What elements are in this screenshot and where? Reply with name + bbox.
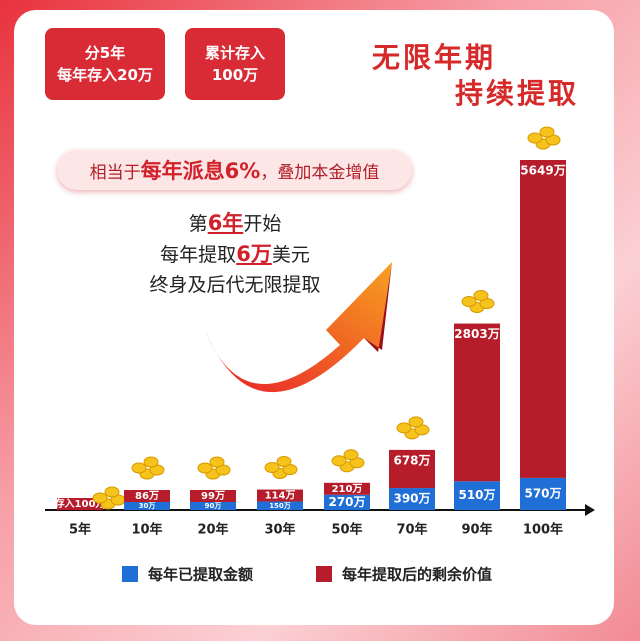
value-label: 510万 [458,488,495,502]
callout-text: 美元 [271,244,310,266]
card [14,10,614,625]
box-line: 100万 [211,66,259,84]
coin [408,416,424,428]
coin [209,456,225,468]
value-label: 86万 [135,490,159,502]
bar-segment [389,488,435,510]
bar-segment [389,449,435,489]
coin [104,486,120,498]
value-label: 99万 [201,490,225,502]
info-box: 分5年每年存入20万 [45,28,165,100]
value-label: 570万 [524,486,561,500]
bar-segment [520,160,566,478]
arrow [205,262,392,393]
pill-text: 相当于 [89,162,141,183]
bar-segment [324,494,370,510]
bar-segment [190,502,236,510]
x-tick-label: 50年 [331,522,362,538]
value-label: 270万 [328,495,365,509]
x-tick-label: 100年 [523,522,563,538]
coin [461,296,477,308]
box-line: 分5年 [84,44,126,62]
callout-line: 终身及后代无限提取 [100,270,370,300]
coin [343,449,359,461]
x-tick-label: 70年 [396,522,427,538]
x-tick-label: 20年 [197,522,228,538]
legend-label: 每年已提取金额 [148,566,253,584]
coin [473,290,489,302]
bar-segment [190,490,236,502]
coin [527,132,543,144]
bar-segment [124,502,170,510]
x-tick-label: 30年 [264,522,295,538]
coin [197,462,213,474]
callout-line: 每年提取6万美元 [100,239,370,270]
info-box: 累计存入 100万 [185,28,285,100]
value-label: 90万 [205,502,222,510]
legend-label: 每年提取后的剩余价值 [342,566,492,584]
pill-text: 每年派息6% [140,159,261,183]
value-label: 114万 [265,490,296,502]
axis-arrow [585,504,595,516]
callout-line: 第6年开始 [100,208,370,239]
coin [92,492,108,504]
title-line: 持续提取 [455,77,580,110]
legend-swatch [122,566,138,582]
bar-segment [257,489,303,502]
bar-segment [324,482,370,495]
coin [264,462,280,474]
bar-segment [257,501,303,510]
value-label: 5649万 [520,164,565,178]
pill: 相当于 每年派息6% ，叠加本金增值 [57,150,412,190]
callout-text: 每年提取 [160,244,237,266]
value-label: 390万 [393,492,430,506]
value-label: 2803万 [454,327,499,341]
title-line: 无限年期 [372,41,497,74]
x-tick-label: 90年 [461,522,492,538]
arrow-shade [364,262,392,352]
callout-text: 第 [188,213,208,235]
bar-segment [520,477,566,510]
callout-text: 开始 [243,213,282,235]
coin [539,126,555,138]
box-line: 累计存入 [204,44,265,62]
bar-segment [124,490,170,502]
bar-segment [454,323,500,482]
bar-segment [57,498,103,510]
box-line: 每年存入20万 [57,66,153,84]
x-tick-label: 10年 [131,522,162,538]
coin [131,462,147,474]
coin [143,456,159,468]
value-label: 210万 [332,483,363,495]
callout-text: 6年 [207,211,244,235]
bar-segment [454,481,500,510]
coin [396,422,412,434]
pill-text: ，叠加本金增值 [260,162,380,183]
value-label: 存入100万 [55,497,106,510]
callout-text: 终身及后代无限提取 [149,274,321,296]
coin [276,456,292,468]
x-tick-label: 5年 [69,522,91,538]
value-label: 150万 [269,502,291,510]
legend-swatch [316,566,332,582]
callout: 第6年开始 每年提取6万美元 终身及后代无限提取 [100,208,370,300]
value-label: 30万 [139,502,156,510]
value-label: 678万 [393,453,430,467]
callout-text: 6万 [236,242,272,266]
coin [331,455,347,467]
